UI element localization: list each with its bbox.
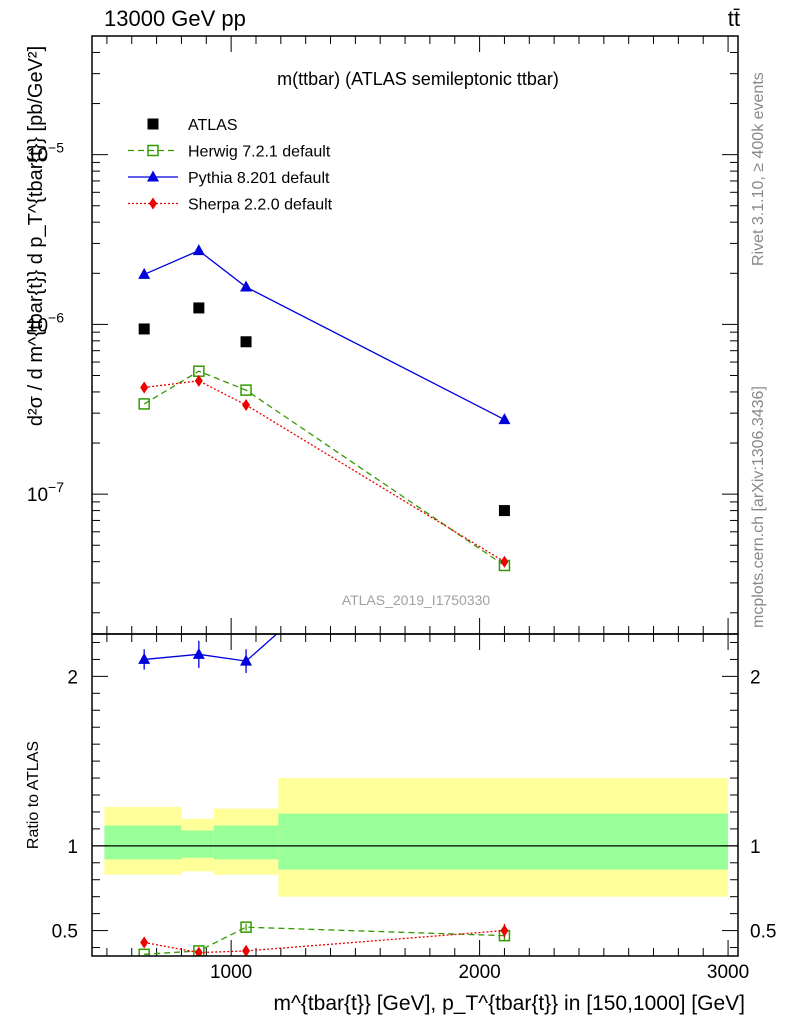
sherpa-point xyxy=(140,381,149,394)
header-right-label: tt̄ xyxy=(728,6,740,31)
ratio-y-tick-label-left: 0.5 xyxy=(52,922,78,943)
legend-label-sherpa: Sherpa 2.2.0 default xyxy=(188,197,333,214)
mcplots-label: mcplots.cern.ch [arXiv:1306.3436] xyxy=(750,386,767,628)
herwig-ratio-point xyxy=(138,948,150,956)
legend-marker-sherpa xyxy=(149,197,157,210)
ratio-ticks: 0.5 0.5 1 1 2 2 1000 2000 3000 xyxy=(52,634,776,983)
pythia-point xyxy=(498,413,511,425)
pythia-point xyxy=(192,244,205,256)
herwig-point xyxy=(138,398,150,410)
ratio-frame xyxy=(91,633,739,957)
ratio-band-inner xyxy=(104,825,182,860)
pythia-point xyxy=(240,280,253,292)
sherpa-point xyxy=(194,374,203,387)
pythia-ratio-point xyxy=(498,426,510,437)
main-title: m(ttbar) (ATLAS semileptonic ttbar) xyxy=(277,69,559,89)
herwig-point xyxy=(240,384,252,396)
legend-label-atlas: ATLAS xyxy=(188,117,238,134)
x-tick-label: 1000 xyxy=(210,962,252,983)
sherpa-point xyxy=(500,555,509,568)
legend-marker-herwig xyxy=(147,144,159,157)
legend-label-pythia: Pythia 8.201 default xyxy=(188,170,330,187)
x-axis-label: m^{tbar{t}} [GeV], p_T^{tbar{t}} in [150… xyxy=(273,992,745,1015)
ratio-y-tick-label-left: 1 xyxy=(67,837,78,858)
atlas-point xyxy=(240,336,252,348)
ratio-y-tick-label-right: 2 xyxy=(750,667,761,688)
rivet-label: Rivet 3.1.10, ≥ 400k events xyxy=(750,72,767,266)
y-axis-label: d²σ / d m^{tbar{t}} d p_T^{tbar{t}} [pb/… xyxy=(25,46,47,426)
ratio-panel: Ratio to ATLAS m^{tbar{t}} [GeV], p_T^{t… xyxy=(25,426,776,1015)
sherpa-line xyxy=(144,380,505,563)
header-left-label: 13000 GeV pp xyxy=(104,6,246,31)
atlas-point xyxy=(498,505,510,517)
sherpa-ratio-point xyxy=(500,924,509,937)
main-series xyxy=(138,244,511,572)
ratio-band-inner xyxy=(278,813,729,870)
main-y-tick-label: 10−7 xyxy=(27,479,64,506)
watermark-label: ATLAS_2019_I1750330 xyxy=(342,592,491,608)
ratio-series xyxy=(138,426,511,956)
ratio-band-inner xyxy=(213,825,279,860)
pythia-ratio-point xyxy=(192,647,205,659)
pythia-ratio-point xyxy=(138,652,151,664)
x-tick-label: 3000 xyxy=(707,962,749,983)
ratio-band-inner xyxy=(181,830,214,858)
sherpa-ratio-point xyxy=(140,936,149,949)
atlas-point xyxy=(138,323,150,335)
pythia-point xyxy=(138,267,151,279)
main-y-tick-label: 10−5 xyxy=(27,140,64,167)
herwig-line xyxy=(143,370,505,567)
sherpa-ratio-point xyxy=(194,946,203,956)
ratio-y-tick-label-right: 1 xyxy=(750,837,761,858)
sherpa-ratio-line xyxy=(144,929,505,954)
x-tick-label: 2000 xyxy=(458,962,500,983)
legend-label-herwig: Herwig 7.2.1 default xyxy=(188,144,331,161)
main-y-ticks: 10−7 10−6 10−5 xyxy=(27,35,738,634)
atlas-point xyxy=(193,302,205,314)
herwig-ratio-line xyxy=(144,926,505,955)
main-panel: m(ttbar) (ATLAS semileptonic ttbar) ATLA… xyxy=(25,35,738,634)
ratio-y-tick-label-right: 0.5 xyxy=(750,922,776,943)
legend-marker-pythia xyxy=(147,170,159,182)
ratio-y-axis-label: Ratio to ATLAS xyxy=(25,741,42,849)
sherpa-ratio-point xyxy=(242,944,251,956)
herwig-ratio-point xyxy=(240,921,252,933)
sherpa-point xyxy=(242,399,251,412)
pythia-line xyxy=(143,249,505,421)
pythia-ratio-point xyxy=(240,654,253,666)
pythia-ratio-line xyxy=(144,634,278,662)
ratio-uncertainty-bands xyxy=(92,778,738,897)
main-y-tick-label: 10−6 xyxy=(27,309,64,336)
legend-marker-atlas xyxy=(147,118,159,130)
ratio-y-tick-label-left: 2 xyxy=(67,667,78,688)
legend: ATLAS Herwig 7.2.1 default Pythia 8.201 de… xyxy=(128,117,333,214)
